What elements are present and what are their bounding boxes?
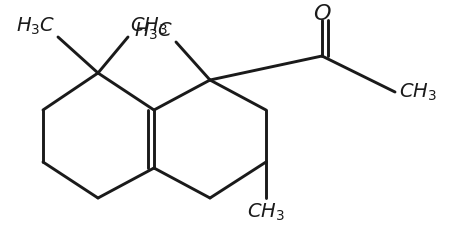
Text: $H_3C$: $H_3C$ (15, 16, 55, 37)
Text: $O$: $O$ (313, 4, 331, 24)
Text: $CH_3$: $CH_3$ (399, 81, 437, 103)
Text: $H_3C$: $H_3C$ (133, 21, 173, 42)
Text: $CH_3$: $CH_3$ (247, 202, 285, 223)
Text: $CH_3$: $CH_3$ (130, 16, 168, 37)
